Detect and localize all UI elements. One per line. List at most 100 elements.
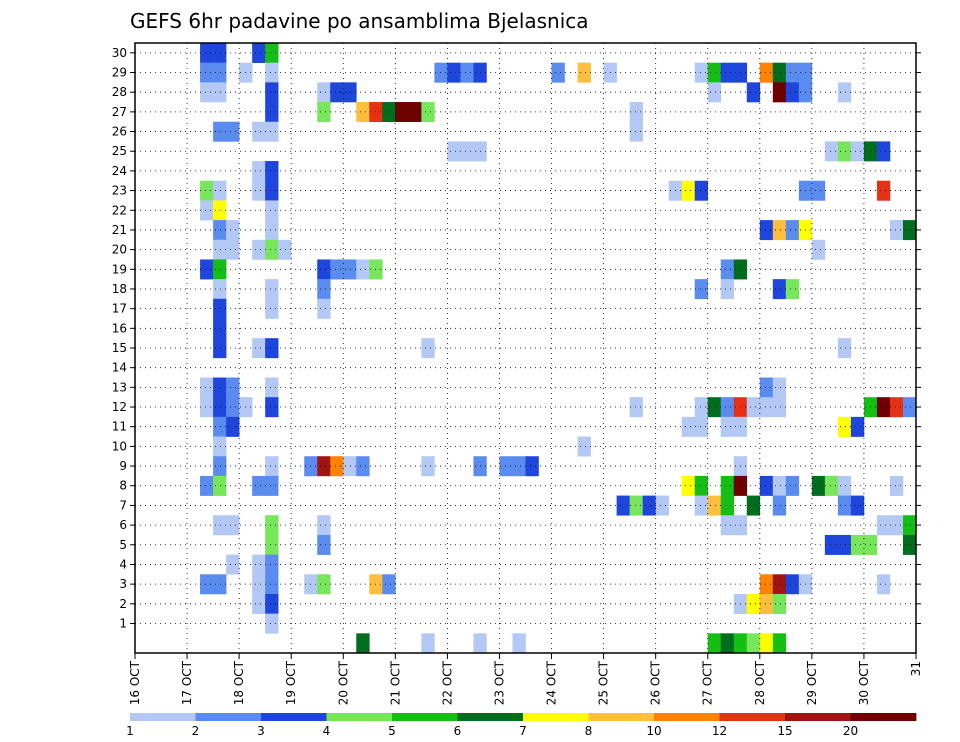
colorbar-label: 3: [257, 724, 265, 738]
heatmap-cell: [213, 220, 227, 241]
heatmap-cell: [226, 416, 240, 437]
y-tick-label: 5: [119, 538, 127, 552]
heatmap-cell: [343, 456, 357, 477]
heatmap-cell: [265, 121, 279, 142]
heatmap-cell: [720, 495, 735, 516]
heatmap-cell: [317, 534, 331, 555]
x-tick-label: 25 OCT: [597, 660, 611, 705]
heatmap-cell: [226, 554, 240, 575]
heatmap-cell: [200, 200, 214, 221]
chart-title: GEFS 6hr padavine po ansamblima Bjelasni…: [130, 9, 589, 33]
heatmap-cell: [265, 554, 279, 575]
colorbar-label: 20: [843, 724, 858, 738]
heatmap-cell: [772, 397, 787, 418]
y-tick-label: 23: [112, 184, 127, 198]
heatmap-cell: [252, 180, 266, 201]
heatmap-cell: [902, 534, 917, 555]
x-tick-label: 22 OCT: [440, 660, 454, 705]
heatmap-cell: [460, 62, 474, 83]
y-tick-label: 7: [119, 498, 127, 512]
heatmap-cell: [876, 180, 891, 201]
heatmap-cell: [265, 613, 279, 634]
heatmap-cell: [265, 43, 279, 63]
x-tick-label: 30 OCT: [857, 660, 871, 705]
y-tick-label: 18: [112, 282, 127, 296]
heatmap-cell: [525, 456, 539, 477]
heatmap-cell: [850, 534, 865, 555]
colorbar-label: 10: [646, 724, 661, 738]
heatmap-cell: [265, 397, 279, 418]
x-tick-label: 23 OCT: [492, 660, 506, 705]
colorbar-swatch: [654, 713, 720, 721]
heatmap-cell: [356, 633, 370, 654]
heatmap-cell: [837, 82, 852, 103]
heatmap-cell: [265, 475, 279, 496]
heatmap-cell: [772, 633, 787, 654]
heatmap-cell: [356, 456, 370, 477]
heatmap-cell: [720, 397, 735, 418]
heatmap-cell: [252, 43, 266, 63]
heatmap-cell: [421, 338, 435, 359]
heatmap-cell: [746, 82, 761, 103]
heatmap-cell: [694, 495, 709, 516]
heatmap-cell: [213, 456, 227, 477]
heatmap-cell: [317, 298, 331, 319]
heatmap-cell: [252, 593, 266, 614]
heatmap-cell: [824, 534, 839, 555]
heatmap-cell: [252, 574, 266, 595]
heatmap-cell: [252, 554, 266, 575]
heatmap-cell: [681, 475, 696, 496]
y-tick-label: 17: [112, 302, 127, 316]
heatmap-cell: [655, 495, 669, 516]
heatmap-cell: [226, 239, 240, 260]
heatmap-cell: [460, 141, 474, 162]
colorbar-label: 4: [323, 724, 331, 738]
heatmap-cell: [317, 102, 331, 123]
colorbar-swatch: [457, 713, 524, 721]
heatmap-cell: [213, 338, 227, 359]
heatmap-cell: [213, 82, 227, 103]
heatmap-cell: [772, 82, 787, 103]
heatmap-cell: [213, 121, 227, 142]
heatmap-cell: [694, 180, 709, 201]
heatmap-cell: [785, 220, 800, 241]
heatmap-cell: [252, 121, 266, 142]
heatmap-cell: [200, 82, 214, 103]
heatmap-cell: [902, 515, 917, 536]
heatmap-cell: [902, 397, 917, 418]
heatmap-cell: [720, 259, 735, 280]
heatmap-cell: [759, 574, 774, 595]
heatmap-cell: [226, 397, 240, 418]
heatmap-cell: [265, 377, 279, 398]
heatmap-cell: [265, 102, 279, 123]
y-tick-label: 3: [119, 577, 127, 591]
heatmap-cell: [473, 633, 487, 654]
heatmap-cell: [434, 62, 448, 83]
heatmap-cell: [252, 475, 266, 496]
heatmap-cell: [330, 456, 344, 477]
heatmap-cell: [681, 416, 696, 437]
colorbar-label: 6: [454, 724, 462, 738]
heatmap-cell: [746, 397, 761, 418]
heatmap-cell: [317, 574, 331, 595]
heatmap-cell: [213, 574, 227, 595]
x-tick-label: 28 OCT: [753, 660, 767, 705]
y-tick-label: 30: [112, 46, 127, 60]
x-axis: 16 OCT 17 OCT 18 OCT 19 OCT 20 OCT 21 OCT 22 O…: [128, 653, 923, 705]
heatmap-cell: [824, 141, 839, 162]
x-tick-label: 31: [909, 661, 923, 676]
heatmap-cell: [759, 220, 774, 241]
x-tick-label: 26 OCT: [649, 660, 663, 705]
colorbar-swatch: [392, 713, 458, 721]
heatmap-cell: [733, 633, 748, 654]
colorbar-label: 5: [388, 724, 396, 738]
heatmap-cell: [447, 141, 461, 162]
heatmap-cell: [772, 220, 787, 241]
heatmap-cell: [213, 180, 227, 201]
y-tick-label: 1: [119, 616, 127, 630]
heatmap-cell: [746, 633, 761, 654]
heatmap-cell: [200, 574, 214, 595]
heatmap-cell: [213, 436, 227, 457]
colorbar-swatch: [326, 713, 393, 721]
heatmap-cell: [811, 180, 826, 201]
